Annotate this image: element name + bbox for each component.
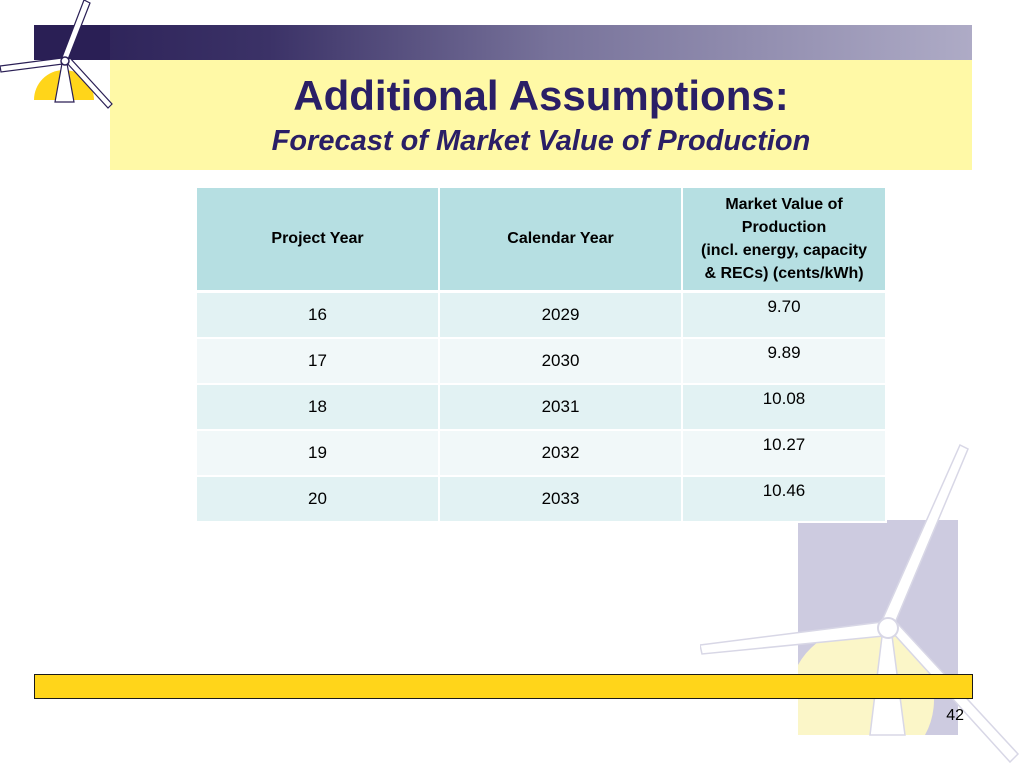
cell-market-value: 9.89: [682, 338, 887, 385]
wind-turbine-logo-icon: [0, 0, 113, 109]
cell-calendar-year: 2030: [439, 338, 683, 385]
header-market-value: Market Value of Production (incl. energy…: [682, 188, 887, 293]
header-project-year: Project Year: [197, 188, 440, 293]
table-row: 19 2032 10.27: [197, 430, 887, 477]
cell-project-year: 17: [197, 338, 440, 385]
header-market-value-line1: Market Value of: [725, 195, 843, 213]
cell-project-year: 20: [197, 476, 440, 523]
market-value-table: Project Year Calendar Year Market Value …: [197, 188, 887, 523]
page-number: 42: [946, 707, 964, 724]
cell-project-year: 18: [197, 384, 440, 431]
table-row: 20 2033 10.46: [197, 476, 887, 523]
header-calendar-year: Calendar Year: [439, 188, 683, 293]
cell-calendar-year: 2031: [439, 384, 683, 431]
cell-calendar-year: 2033: [439, 476, 683, 523]
slide-subtitle: Forecast of Market Value of Production: [271, 125, 811, 157]
cell-market-value: 9.70: [682, 291, 887, 339]
cell-calendar-year: 2029: [439, 291, 683, 339]
header-market-value-line2: Production: [741, 218, 827, 236]
table-row: 17 2030 9.89: [197, 338, 887, 385]
bottom-yellow-bar: [34, 674, 973, 699]
table-row: 18 2031 10.08: [197, 384, 887, 431]
cell-calendar-year: 2032: [439, 430, 683, 477]
table-header-row: Project Year Calendar Year Market Value …: [197, 188, 887, 293]
table-row: 16 2029 9.70: [197, 291, 887, 339]
cell-project-year: 16: [197, 291, 440, 339]
cell-market-value: 10.08: [682, 384, 887, 431]
cell-market-value: 10.46: [682, 476, 887, 523]
header-market-value-line3: (incl. energy, capacity: [701, 242, 867, 259]
cell-project-year: 19: [197, 430, 440, 477]
title-band: [110, 60, 972, 170]
header-market-value-line4: & RECs) (cents/kWh): [704, 265, 864, 283]
cell-market-value: 10.27: [682, 430, 887, 477]
top-gradient-bar: [34, 25, 972, 60]
slide-title: Additional Assumptions:: [293, 72, 789, 119]
